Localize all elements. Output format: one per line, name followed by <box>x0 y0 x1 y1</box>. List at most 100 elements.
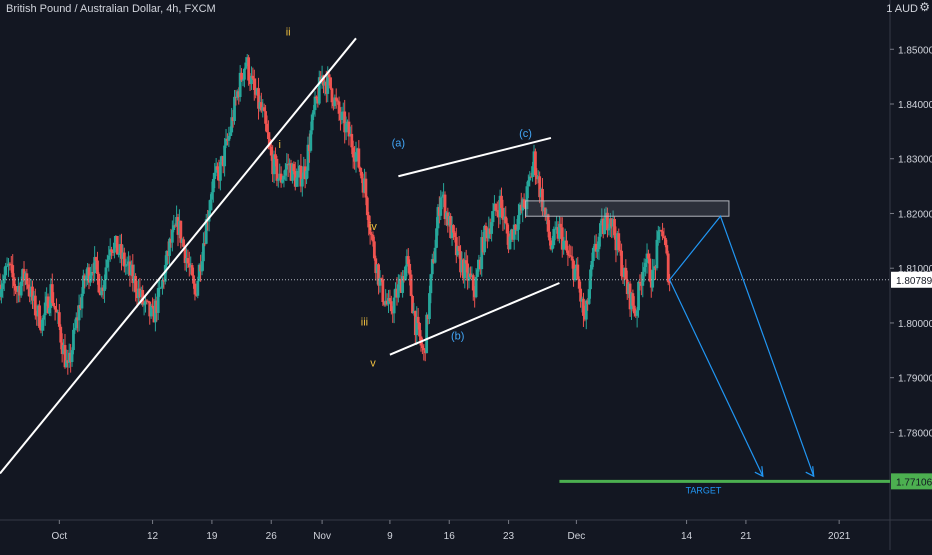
candle-body <box>218 161 222 181</box>
candle-body <box>631 293 635 306</box>
candle-body <box>528 176 532 181</box>
candle-body <box>81 275 85 294</box>
candle-body <box>64 360 68 368</box>
candle-body <box>577 279 581 289</box>
candle-body <box>38 305 41 328</box>
last-price-label: 1.80789 <box>896 276 932 287</box>
candle-body <box>12 277 16 286</box>
candle-body <box>9 264 13 266</box>
candle-body <box>291 164 294 181</box>
candle-body <box>141 290 145 305</box>
candle-body <box>303 166 307 180</box>
candle-body <box>163 265 167 282</box>
candle-body <box>502 216 506 220</box>
candle-body <box>485 230 489 239</box>
candle-body <box>428 293 431 320</box>
candle-body <box>665 245 669 254</box>
time-tick-label: 23 <box>503 531 515 542</box>
candle-body <box>613 219 616 236</box>
candle-body <box>94 257 98 261</box>
candle-body <box>139 290 143 297</box>
candle-body <box>454 237 458 256</box>
candle-body <box>178 220 181 235</box>
candle-body <box>271 155 275 175</box>
candle-body <box>343 111 347 133</box>
wave-label: (c) <box>519 128 532 140</box>
candle-body <box>531 166 534 178</box>
candle-body <box>409 274 413 296</box>
candle-body <box>333 97 337 107</box>
candle-body <box>573 268 577 281</box>
candle-body <box>193 283 197 295</box>
candle-body <box>132 276 136 284</box>
candle-body <box>329 77 332 89</box>
candle-body <box>353 157 356 162</box>
candle-body <box>635 310 639 316</box>
candle-body <box>18 285 22 296</box>
candle-body <box>298 165 301 171</box>
candle-body <box>517 215 520 230</box>
candle-body <box>501 208 505 220</box>
candle-body <box>180 239 184 243</box>
candle-body <box>199 264 203 272</box>
candle-body <box>227 135 231 141</box>
candle-body <box>658 229 662 232</box>
candle-body <box>396 284 400 298</box>
candle-body <box>169 238 173 243</box>
candle-body <box>1 283 5 290</box>
time-tick-label: 21 <box>740 531 752 542</box>
candle-body <box>656 231 660 240</box>
candle-body <box>341 111 345 113</box>
candle-body <box>541 188 544 212</box>
candle-body <box>45 296 49 303</box>
candle-body <box>86 267 89 276</box>
candle-body <box>649 281 653 288</box>
candle-body <box>507 233 510 250</box>
candle-body <box>255 88 259 95</box>
candle-body <box>317 77 321 104</box>
candle-body <box>402 276 406 281</box>
target-text: TARGET <box>686 485 722 495</box>
candle-body <box>623 267 626 277</box>
gear-icon[interactable]: ⚙ <box>919 0 930 14</box>
candle-body <box>330 88 334 103</box>
candle-body <box>115 235 119 255</box>
candle-body <box>313 96 317 111</box>
candle-body <box>435 228 438 248</box>
candle-body <box>637 281 640 311</box>
candle-body <box>562 240 566 250</box>
candle-body <box>652 266 656 271</box>
candle-body <box>310 114 314 131</box>
candle-body <box>77 305 81 321</box>
candle-body <box>0 289 3 297</box>
candle-body <box>159 287 163 289</box>
candle-body <box>594 243 598 252</box>
last-price-badge <box>891 271 932 288</box>
currency-label: 1 AUD <box>886 3 918 15</box>
candle-body <box>374 258 378 274</box>
price-tick-label: 1.82000 <box>898 209 932 220</box>
candle-body <box>550 245 554 250</box>
candle-body <box>487 228 491 239</box>
candle-body <box>436 207 440 229</box>
candle-body <box>32 295 36 301</box>
candle-body <box>365 197 369 216</box>
candle-body <box>512 224 516 240</box>
candle-body <box>69 352 73 362</box>
candle-body <box>251 75 255 79</box>
candle-body <box>382 301 386 305</box>
candle-body <box>412 311 416 314</box>
candle-body <box>209 199 212 211</box>
candle-body <box>179 220 183 243</box>
time-tick-label: 26 <box>266 531 278 542</box>
candle-body <box>234 96 238 98</box>
candle-body <box>371 234 375 242</box>
candle-body <box>579 288 583 302</box>
candle-body <box>584 300 588 320</box>
candle-body <box>122 252 126 267</box>
candle-body <box>173 225 177 227</box>
candle-body <box>66 360 70 363</box>
candle-body <box>108 249 112 256</box>
candle-body <box>519 204 523 211</box>
